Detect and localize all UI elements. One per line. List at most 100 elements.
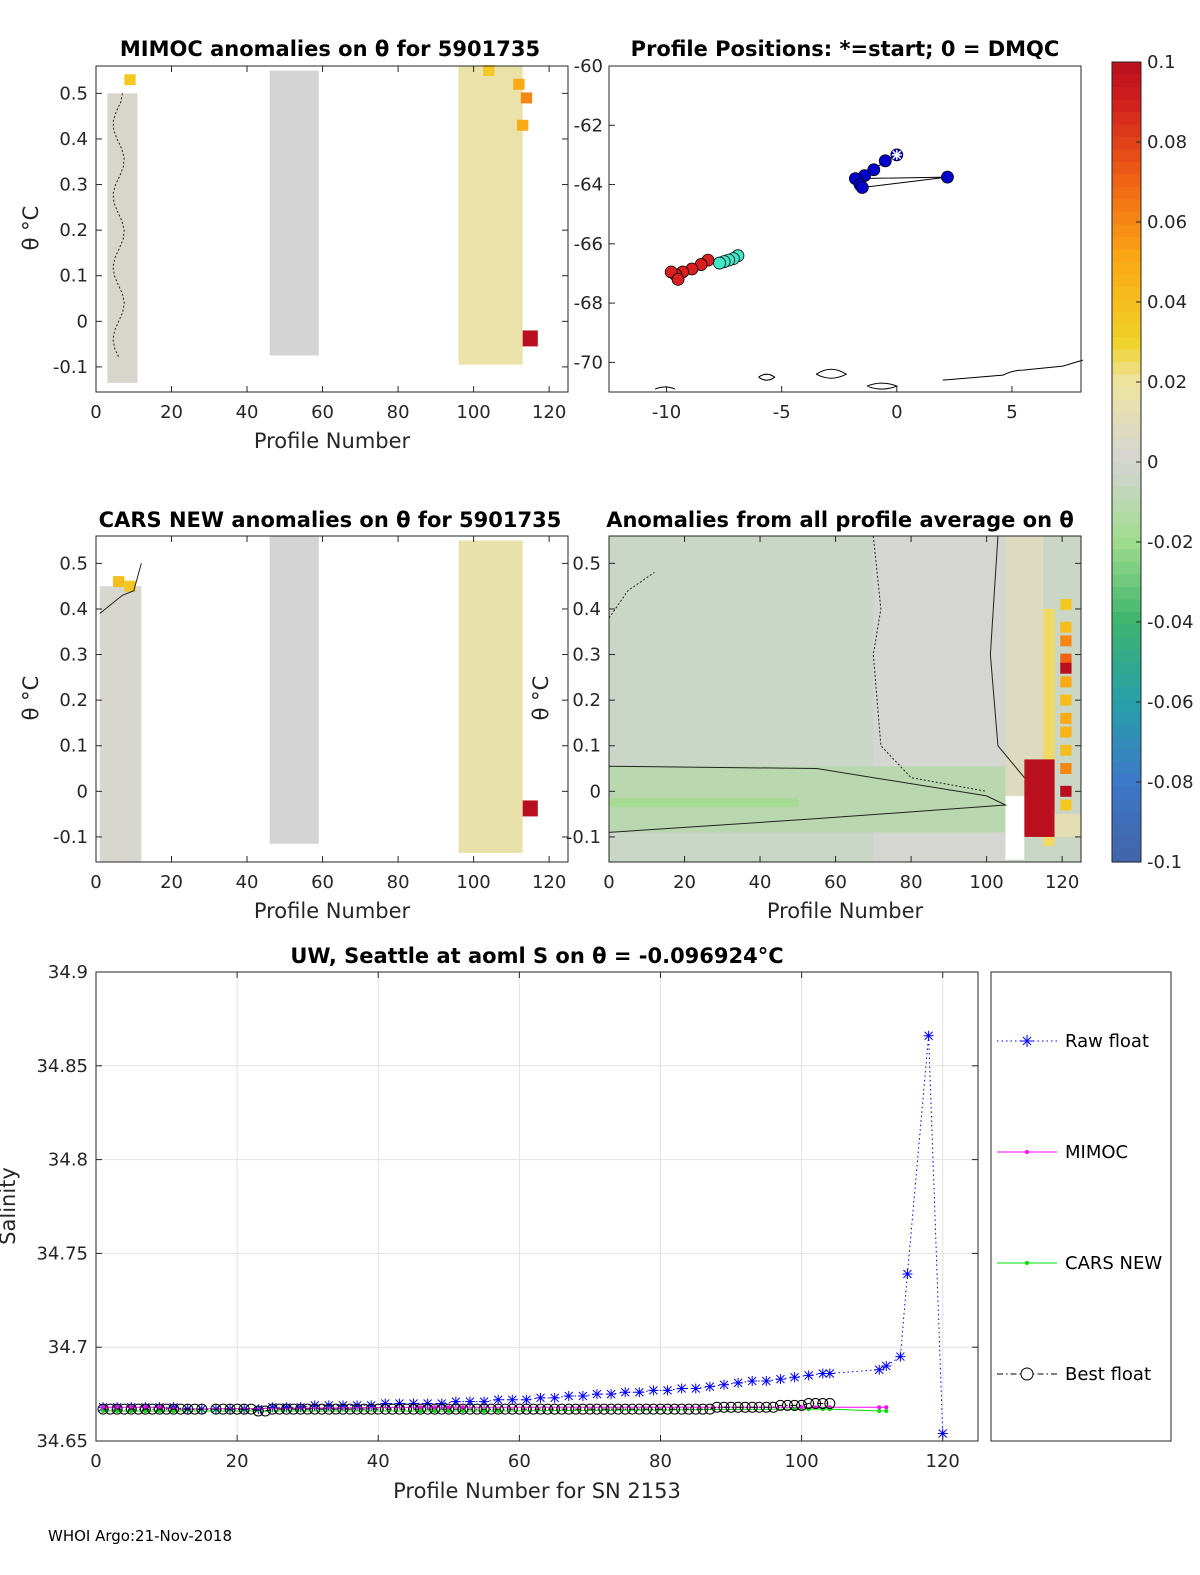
data-point — [570, 1403, 582, 1415]
data-point — [231, 1403, 243, 1415]
data-point — [365, 1403, 377, 1415]
data-point — [400, 1403, 412, 1415]
colorbar-segment — [1112, 224, 1141, 238]
data-point — [634, 1387, 645, 1398]
colorbar-segment — [1112, 662, 1141, 676]
y-tick-label: 0.1 — [572, 736, 601, 757]
data-point — [662, 1385, 673, 1396]
cars-xlabel: Profile Number — [254, 899, 411, 923]
data-point — [605, 1403, 617, 1415]
x-tick-label: 0 — [90, 872, 101, 893]
series-line — [103, 1035, 944, 1434]
data-point — [633, 1403, 645, 1415]
anomaly-region — [1054, 814, 1081, 837]
y-tick-label: 0.4 — [572, 599, 601, 620]
data-point — [118, 1403, 130, 1415]
colorbar-segment — [1112, 749, 1141, 763]
x-tick-label: 60 — [311, 402, 334, 423]
data-point — [881, 1360, 892, 1371]
data-point — [598, 1403, 610, 1415]
x-tick-label: 80 — [649, 1451, 672, 1472]
colorbar-segment — [1112, 149, 1141, 163]
data-point — [281, 1402, 292, 1413]
data-point — [799, 1405, 804, 1410]
data-point — [902, 1269, 913, 1280]
data-point — [245, 1403, 257, 1415]
data-point — [238, 1403, 250, 1415]
y-tick-label: -60 — [574, 56, 603, 77]
data-point — [549, 1392, 560, 1403]
allprofile-ylabel: θ °C — [529, 676, 553, 721]
colorbar-tick-label: 0 — [1147, 452, 1158, 473]
data-point — [418, 1408, 423, 1413]
colorbar-tick-label: -0.02 — [1147, 532, 1194, 553]
colorbar-segment — [1112, 499, 1141, 513]
profile-position-marker — [941, 170, 954, 184]
data-point — [676, 1403, 688, 1415]
anomaly-region — [522, 330, 538, 347]
data-point — [577, 1390, 588, 1401]
data-point — [446, 1408, 451, 1413]
data-point — [323, 1400, 334, 1411]
data-point — [372, 1403, 384, 1415]
data-point — [309, 1400, 320, 1411]
data-point — [460, 1408, 465, 1413]
x-tick-label: -5 — [773, 402, 791, 423]
y-tick-label: 34.65 — [36, 1431, 88, 1452]
y-tick-label: 34.85 — [36, 1056, 88, 1077]
x-tick-label: 0 — [90, 1451, 101, 1472]
data-point — [874, 1364, 885, 1375]
colorbar-segment — [1112, 774, 1141, 788]
data-point — [704, 1403, 716, 1415]
x-tick-label: 40 — [367, 1451, 390, 1472]
colorbar-tick-label: 0.08 — [1147, 132, 1187, 153]
x-tick-label: 120 — [926, 1451, 960, 1472]
y-tick-label: -66 — [574, 234, 603, 255]
data-point — [612, 1403, 624, 1415]
salinity-ylabel: Salinity — [0, 1167, 20, 1245]
contour-line — [608, 572, 655, 619]
data-point — [316, 1403, 328, 1415]
legend-label: Raw float — [1065, 1031, 1149, 1052]
colorbar-tick-label: -0.04 — [1147, 612, 1194, 633]
data-point — [747, 1375, 758, 1386]
data-point — [542, 1403, 554, 1415]
x-tick-label: 20 — [226, 1451, 249, 1472]
data-point — [746, 1401, 758, 1413]
x-tick-label: 20 — [160, 402, 183, 423]
colorbar-segment — [1112, 374, 1141, 388]
contour-line — [608, 765, 1008, 833]
anomaly-cell — [1060, 694, 1072, 706]
data-point — [154, 1403, 166, 1415]
data-point — [139, 1403, 151, 1415]
data-point — [115, 1405, 120, 1410]
x-tick-label: 120 — [532, 872, 566, 893]
data-point — [323, 1403, 335, 1415]
anomaly-cell — [112, 576, 125, 588]
data-point — [161, 1403, 173, 1415]
anomaly-cell — [520, 92, 533, 104]
data-point — [606, 1389, 617, 1400]
data-point — [499, 1403, 511, 1415]
data-point — [803, 1370, 814, 1381]
colorbar-segment — [1112, 62, 1141, 76]
data-point — [781, 1399, 793, 1411]
allprofile-panel: 0 20 40 60 80 100 120 -0.1 0 0.1 0.2 0.3 0.4 0.5 — [566, 535, 1082, 893]
colorbar-segment — [1112, 699, 1141, 713]
y-tick-label: 0.1 — [59, 266, 88, 287]
cars-title: CARS NEW anomalies on θ for 5901735 — [99, 508, 562, 532]
anomaly-cell — [124, 74, 136, 86]
cars-ylabel: θ °C — [19, 676, 43, 721]
profile-position-marker — [713, 256, 726, 270]
data-point — [774, 1399, 786, 1411]
anomaly-region — [269, 70, 319, 356]
data-point — [877, 1405, 882, 1410]
data-point — [884, 1408, 889, 1413]
anomaly-region — [522, 800, 538, 817]
positions-panel: -10 -5 0 5 -60 -62 -64 -66 -68 -70 — [574, 56, 1083, 423]
y-tick-label: -0.1 — [53, 357, 88, 378]
legend-label: CARS NEW — [1065, 1253, 1162, 1274]
colorbar-segment — [1112, 274, 1141, 288]
data-point — [796, 1399, 808, 1411]
colorbar-segment — [1112, 312, 1141, 326]
